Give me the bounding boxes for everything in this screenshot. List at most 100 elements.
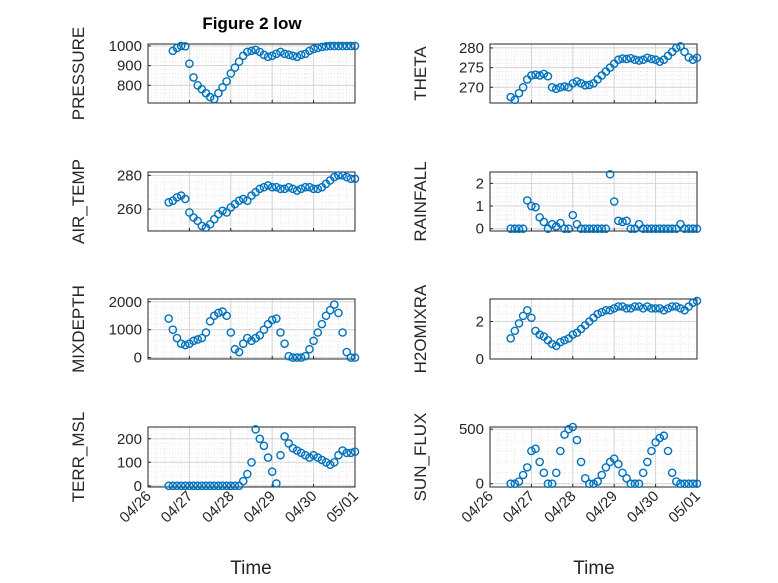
y-axis-label: PRESSURE: [69, 27, 88, 121]
data-point: [243, 196, 252, 205]
data-point: [259, 325, 269, 334]
data-point: [321, 311, 331, 321]
data-point: [263, 181, 273, 190]
data-point: [296, 353, 306, 362]
data-point: [535, 330, 544, 339]
data-point: [614, 302, 623, 311]
data-point: [676, 304, 685, 313]
data-point: [667, 302, 677, 311]
data-point: [622, 216, 631, 226]
data-point: [655, 57, 665, 67]
data-point: [317, 455, 327, 465]
data-point: [255, 184, 265, 194]
y-tick-label: 2: [476, 175, 484, 192]
data-point: [585, 479, 594, 489]
data-point: [522, 305, 532, 315]
axes-box: [147, 43, 356, 104]
data-point: [292, 52, 302, 62]
data-point: [234, 347, 244, 357]
data-point: [593, 224, 602, 234]
data-point: [259, 182, 269, 192]
figure-title: Figure 2 low: [202, 14, 302, 33]
data-point: [547, 219, 557, 229]
data-point: [580, 473, 590, 483]
data-point: [325, 41, 335, 51]
y-tick-label: 0: [134, 478, 142, 495]
x-tick-label: 04/30: [624, 488, 663, 527]
data-point: [313, 43, 323, 53]
data-point: [543, 479, 553, 489]
data-point: [551, 84, 561, 94]
data-point: [647, 304, 656, 313]
data-point: [251, 45, 260, 55]
data-point: [296, 448, 306, 458]
data-point: [634, 302, 644, 311]
data-point: [651, 304, 660, 313]
data-point: [218, 206, 227, 216]
data-point: [255, 330, 265, 340]
data-point: [226, 328, 236, 337]
data-point: [247, 46, 256, 56]
data-point: [329, 457, 339, 467]
y-tick-label: 100: [117, 454, 142, 471]
data-point: [626, 479, 636, 489]
y-tick-label: 2: [476, 314, 484, 331]
data-point: [605, 305, 615, 315]
data-point: [597, 224, 607, 234]
data-point: [580, 224, 590, 234]
y-tick-label: 0: [134, 350, 142, 367]
data-point: [338, 446, 347, 455]
data-point: [325, 305, 335, 315]
x-tick-label: 04/28: [541, 488, 580, 527]
x-axis-label-right: Time: [573, 558, 615, 579]
data-point: [568, 210, 578, 220]
data-point: [230, 63, 240, 72]
data-point: [180, 481, 190, 491]
data-point: [547, 479, 557, 489]
y-tick-label: 0: [476, 221, 484, 238]
axes-box: [489, 43, 698, 104]
data-point: [692, 296, 702, 306]
data-point: [214, 88, 223, 98]
data-point: [284, 50, 294, 60]
data-point: [655, 224, 665, 234]
data-point: [527, 313, 536, 323]
data-point: [226, 481, 236, 491]
data-point: [296, 50, 306, 60]
data-point: [288, 443, 298, 453]
data-point: [663, 224, 673, 234]
data-point: [568, 79, 578, 88]
y-tick-label: 1: [476, 198, 484, 215]
y-tick-label: 275: [459, 60, 484, 77]
data-point: [560, 82, 569, 91]
data-point: [243, 469, 252, 479]
data-point: [272, 479, 281, 488]
data-point: [688, 298, 698, 308]
data-point: [622, 54, 631, 64]
y-axis-label: SUN_FLUX: [411, 413, 430, 502]
data-point: [164, 198, 173, 207]
data-point: [276, 184, 285, 194]
data-point: [506, 479, 516, 489]
data-point: [535, 71, 544, 80]
data-point: [272, 314, 281, 323]
data-point: [643, 224, 652, 234]
data-point: [655, 304, 665, 313]
data-point: [692, 224, 702, 234]
data-point: [189, 73, 198, 82]
data-point: [630, 479, 640, 489]
subplot-2: 270 275 280 THETA: [411, 40, 702, 105]
data-point: [334, 308, 343, 318]
x-tick-label: 05/01: [323, 488, 362, 527]
data-point: [680, 224, 689, 234]
data-point: [334, 41, 343, 51]
data-point: [272, 49, 281, 59]
data-point: [185, 481, 194, 491]
data-point: [676, 479, 685, 489]
data-point: [201, 328, 211, 337]
data-point: [305, 46, 314, 56]
data-point: [243, 47, 252, 57]
y-tick-label: 2000: [109, 294, 142, 311]
data-point: [643, 302, 652, 311]
